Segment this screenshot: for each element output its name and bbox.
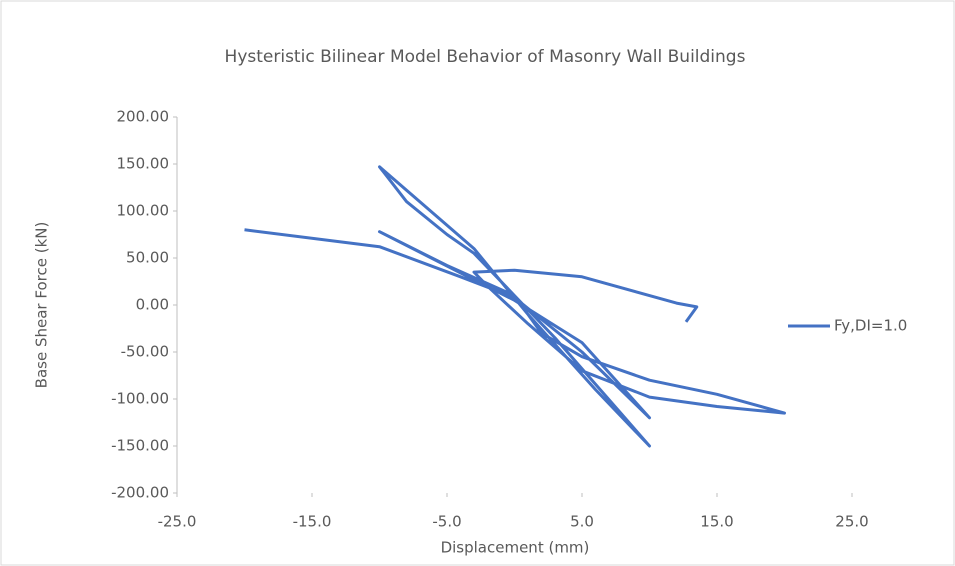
y-axis-title: Base Shear Force (kN) [33,222,51,389]
y-tick-label: -200.00 [111,484,169,502]
x-tick-label: 25.0 [835,513,868,531]
x-tick-label: 5.0 [570,513,594,531]
y-tick-label: -50.00 [121,343,169,361]
y-tick-label: 0.00 [136,296,169,314]
chart-title: Hysteristic Bilinear Model Behavior of M… [225,47,746,67]
legend-label: Fy,DI=1.0 [834,317,907,335]
y-tick-label: 50.00 [126,249,169,267]
x-axis-title: Displacement (mm) [441,539,590,557]
y-tick-label: -150.00 [111,437,169,455]
y-tick-label: -100.00 [111,390,169,408]
y-tick-label: 100.00 [117,202,170,220]
x-tick-label: -15.0 [293,513,332,531]
data-line [244,165,786,448]
y-tick-label: 150.00 [117,155,170,173]
x-tick-label: -5.0 [432,513,461,531]
x-tick-label: 15.0 [700,513,733,531]
x-tick-label: -25.0 [158,513,197,531]
y-tick-label: 200.00 [117,108,170,126]
